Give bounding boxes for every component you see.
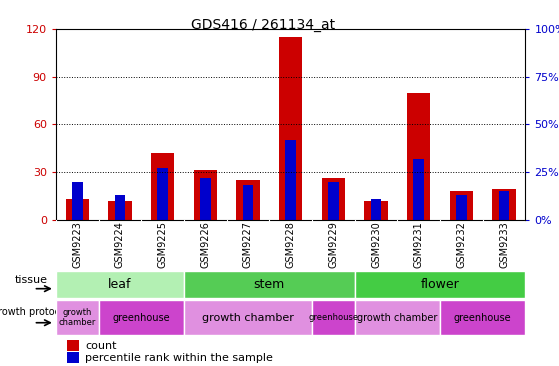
Bar [157, 168, 168, 220]
Bar [108, 201, 132, 220]
Bar [200, 178, 211, 220]
Bar [414, 159, 424, 220]
Bar [193, 171, 217, 220]
Text: greenhouse: greenhouse [112, 313, 170, 322]
Bar [328, 182, 339, 220]
Bar [151, 153, 174, 220]
Text: greenhouse: greenhouse [454, 313, 511, 322]
Bar [56, 271, 184, 298]
Bar [364, 201, 388, 220]
Text: stem: stem [254, 278, 285, 291]
Bar [499, 191, 509, 220]
Text: growth chamber: growth chamber [357, 313, 438, 322]
Bar [492, 190, 516, 220]
Bar [184, 271, 355, 298]
Text: flower: flower [421, 278, 459, 291]
Text: growth chamber: growth chamber [202, 313, 294, 322]
Text: leaf: leaf [108, 278, 132, 291]
Bar [279, 37, 302, 220]
Bar [65, 199, 89, 220]
Text: growth protocol: growth protocol [0, 307, 69, 317]
Bar [456, 195, 467, 220]
Bar [371, 199, 381, 220]
Bar [72, 182, 83, 220]
Bar [286, 140, 296, 220]
Text: greenhouse: greenhouse [309, 313, 358, 322]
Bar [321, 178, 345, 220]
Text: tissue: tissue [14, 276, 48, 285]
Bar [355, 300, 440, 335]
Text: growth
chamber: growth chamber [59, 308, 96, 327]
Text: GDS416 / 261134_at: GDS416 / 261134_at [191, 18, 335, 32]
Bar [407, 93, 430, 220]
Bar [184, 300, 312, 335]
Bar [312, 300, 355, 335]
Text: percentile rank within the sample: percentile rank within the sample [85, 353, 273, 363]
Bar [115, 195, 125, 220]
Text: count: count [85, 341, 116, 351]
Bar [449, 191, 473, 220]
Bar [440, 300, 525, 335]
Bar [355, 271, 525, 298]
Bar [236, 180, 260, 220]
Bar [98, 300, 184, 335]
Bar [243, 185, 253, 220]
Bar [56, 300, 98, 335]
